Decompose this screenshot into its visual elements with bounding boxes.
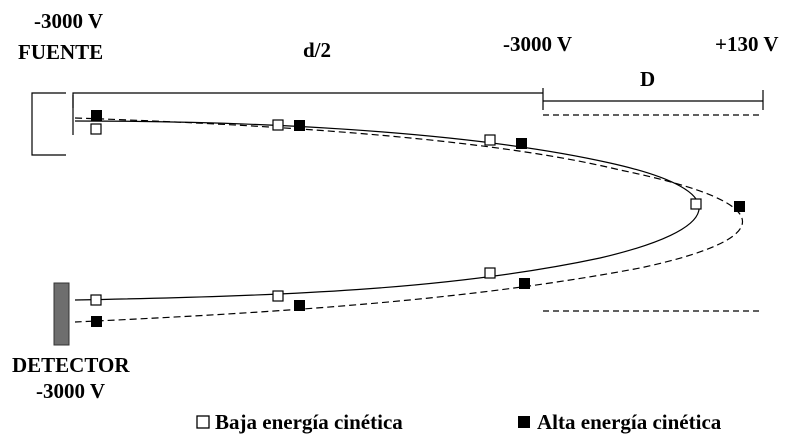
detector-plate <box>53 282 70 346</box>
half-distance-label: d/2 <box>303 38 331 62</box>
source-name-label: FUENTE <box>18 40 103 64</box>
source-voltage-label: -3000 V <box>34 9 103 33</box>
mirror-entry-voltage-label: -3000 V <box>503 32 572 56</box>
low-energy-markers <box>90 119 702 306</box>
high-energy-ion-3 <box>516 138 527 149</box>
high-energy-markers <box>91 110 745 327</box>
low-energy-ion-2 <box>272 119 284 131</box>
low-energy-trajectory <box>74 120 700 301</box>
legend-low-energy-label: Baja energía cinética <box>215 410 403 434</box>
detector-name-label: DETECTOR <box>12 353 130 377</box>
source-box <box>31 92 66 156</box>
high-energy-ion-5 <box>519 278 530 289</box>
high-energy-ion-1 <box>91 110 102 121</box>
low-energy-ion-1 <box>90 123 102 135</box>
low-energy-ion-6 <box>272 290 284 302</box>
high-energy-ion-6 <box>294 300 305 311</box>
low-energy-ion-4 <box>690 198 702 210</box>
legend-high-energy-label: Alta energía cinética <box>537 410 722 434</box>
filled-square-icon <box>518 416 530 428</box>
high-energy-ion-2 <box>294 120 305 131</box>
low-energy-ion-5 <box>484 267 496 279</box>
high-energy-ion-4 <box>734 201 745 212</box>
drift-region-boundary <box>72 92 543 108</box>
legend: Baja energía cinética Alta energía cinét… <box>196 410 722 434</box>
mirror-end-voltage-label: +130 V <box>715 32 779 56</box>
low-energy-ion-3 <box>484 134 496 146</box>
high-energy-ion-7 <box>91 316 102 327</box>
open-square-icon <box>196 415 210 429</box>
detector-voltage-label: -3000 V <box>36 379 105 403</box>
mirror-length-label: D <box>640 67 655 91</box>
low-energy-ion-7 <box>90 294 102 306</box>
high-energy-trajectory <box>74 117 743 323</box>
